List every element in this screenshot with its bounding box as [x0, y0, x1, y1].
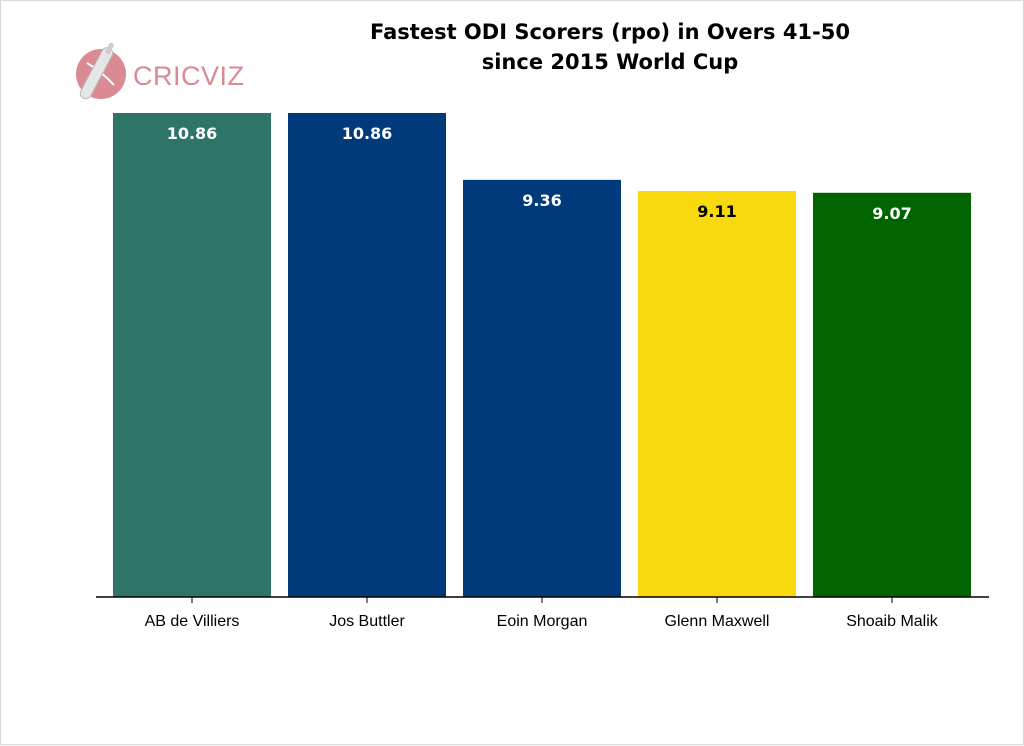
value-labels-group: 10.86 10.86 9.36 9.11 9.07 [167, 124, 912, 223]
chart-title-line-1: Fastest ODI Scorers (rpo) in Overs 41-50 [370, 20, 850, 44]
cricket-ball-bat-icon [76, 42, 126, 100]
value-label-2: 9.36 [522, 191, 561, 210]
value-label-1: 10.86 [342, 124, 393, 143]
x-axis: AB de Villiers Jos Buttler Eoin Morgan Glen… [96, 596, 989, 630]
value-label-4: 9.07 [872, 204, 911, 223]
x-tick-label-4: Shoaib Malik [846, 613, 939, 630]
bars-group [113, 113, 971, 598]
bar-1 [288, 113, 446, 597]
bar-2 [463, 179, 621, 597]
x-tick-label-1: Jos Buttler [329, 613, 405, 630]
bar-4 [813, 192, 971, 597]
bar-3 [638, 190, 796, 598]
value-label-0: 10.86 [167, 124, 218, 143]
x-tick-label-2: Eoin Morgan [497, 613, 588, 630]
logo-text: CRICVIZ [133, 61, 245, 91]
x-tick-label-3: Glenn Maxwell [665, 613, 770, 630]
chart-title-line-2: since 2015 World Cup [482, 50, 739, 74]
bar-0 [113, 113, 271, 597]
value-label-3: 9.11 [697, 202, 736, 221]
x-tick-label-0: AB de Villiers [145, 613, 240, 630]
cricviz-logo: CRICVIZ [76, 42, 245, 100]
